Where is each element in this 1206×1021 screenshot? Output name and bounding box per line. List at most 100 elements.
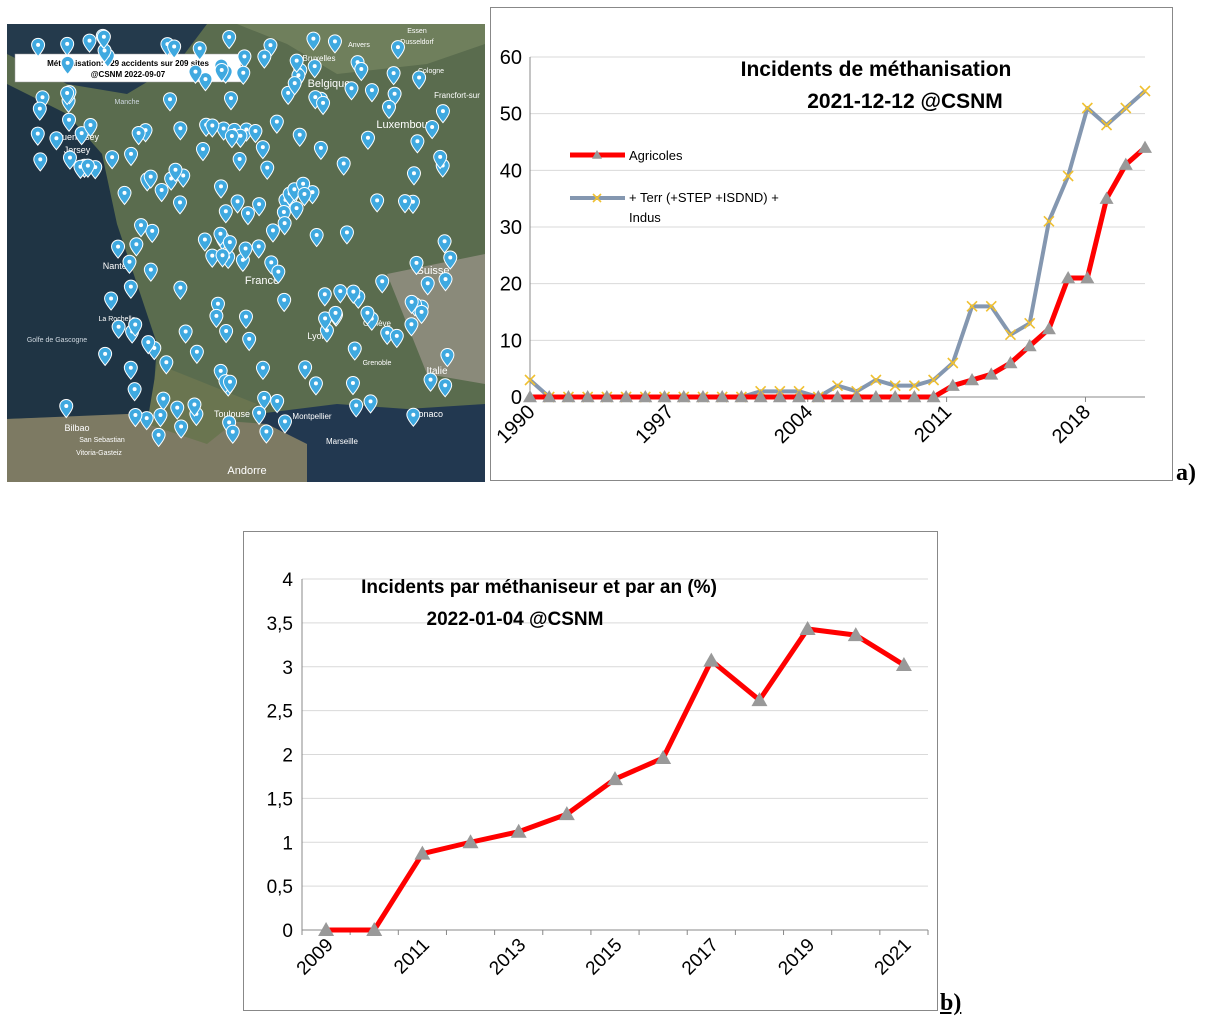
map-marker-icon [159, 355, 174, 375]
map-marker-icon [404, 294, 419, 315]
chart-b-y-tick-label: 1 [282, 833, 293, 854]
chart-a-legend-marker [592, 193, 602, 203]
chart-a-data-point [870, 374, 882, 386]
map-marker-icon [134, 218, 149, 238]
chart-a-data-point [1043, 215, 1055, 227]
map-marker-icon [172, 195, 187, 215]
chart-a-data-point [1041, 322, 1056, 335]
map-marker-icon [344, 81, 359, 101]
map-marker-icon [349, 398, 364, 418]
chart-a-data-point [1080, 271, 1095, 284]
map-marker-icon [131, 125, 146, 146]
chart-a-data-point [1062, 170, 1074, 182]
chart-a-data-point [523, 390, 537, 403]
map-place-label: Bilbao [64, 423, 89, 433]
map-place-label: Genève [363, 319, 392, 328]
map-marker-icon [129, 237, 144, 257]
map-marker-icon [141, 335, 156, 355]
map-place-label: Francfort-sur [434, 91, 480, 100]
map-marker-icon [360, 130, 375, 150]
map-marker-icon [238, 241, 253, 261]
map-marker-icon [59, 399, 74, 419]
chart-a-legend: Agricoles + Terr (+STEP +ISDND) + Indus [570, 148, 779, 225]
map-marker-icon [364, 83, 379, 103]
map-marker-icon [143, 262, 158, 282]
map-marker-icon [309, 228, 324, 248]
map-marker-icon [386, 66, 401, 86]
chart-a-data-point [792, 390, 807, 403]
map-marker-icon [83, 118, 98, 138]
chart-b-subtitle: 2022-01-04 @CSNM [427, 609, 604, 630]
chart-b-title: Incidents par méthaniseur et par an (%) [361, 577, 717, 598]
chart-a-data-point [849, 390, 864, 403]
chart-b-series [318, 621, 912, 936]
map-marker-icon [197, 232, 212, 252]
map-place-label: Golfe de Gascogne [27, 337, 87, 344]
chart-a-data-point [599, 390, 614, 403]
map-marker-icon [412, 70, 427, 90]
map-marker-icon [156, 391, 171, 411]
map-place-label: Bruxelles [303, 54, 336, 63]
map-place-label: Italie [426, 366, 448, 377]
chart-b-y-tick-labels: 0 0,5 1 1,5 2 2,5 3 3,5 4 [267, 570, 294, 942]
chart-a-legend-label: + Terr (+STEP +ISDND) + Indus [629, 190, 779, 225]
map-marker-icon [96, 29, 111, 49]
map-marker-icon [251, 239, 266, 259]
chart-b-data-point [462, 834, 479, 849]
chart-b-y-tick-label: 1,5 [267, 789, 293, 810]
chart-a-data-point [561, 390, 576, 403]
map-marker-icon [225, 424, 240, 444]
map-place-label: Monaco [411, 409, 443, 419]
map-place-label: Anvers [348, 42, 370, 49]
map-marker-icon [30, 126, 45, 146]
chart-b-data-point [895, 656, 912, 671]
map-marker-icon [289, 53, 304, 73]
chart-a-data-point [1138, 140, 1152, 153]
map-marker-icon [316, 95, 331, 116]
map-marker-icon [139, 411, 154, 431]
map-marker-icon [277, 414, 292, 434]
chart-a-legend-entry-agricoles: Agricoles [570, 148, 683, 163]
chart-a-data-point [580, 390, 595, 403]
chart-b-data-point [655, 750, 672, 765]
map-sea-mediterranean [257, 404, 485, 482]
map-banner-line2: @CSNM 2022-09-07 [91, 70, 166, 79]
map-marker-icon [257, 390, 272, 411]
chart-b-y-tick-label: 4 [282, 570, 293, 591]
map-marker-icon [162, 92, 177, 112]
chart-a-data-point [1081, 102, 1093, 114]
map-marker-icon [153, 408, 168, 428]
map-marker-icon [209, 308, 224, 329]
chart-a-data-point [734, 390, 749, 403]
chart-a-data-point [830, 390, 845, 403]
map-marker-icon [381, 99, 396, 120]
map-place-label: Jersey [64, 145, 91, 155]
map-marker-icon [252, 197, 267, 217]
chart-a-series-agricoles [523, 140, 1152, 403]
map-marker-icon [105, 150, 120, 170]
map-marker-icon [425, 120, 440, 140]
map-marker-icon [187, 397, 202, 417]
chart-a-title: Incidents de méthanisation [741, 58, 1012, 81]
map-marker-icon [49, 131, 64, 151]
map-marker-icon [265, 223, 280, 243]
map-marker-icon [390, 40, 405, 60]
map-marker-icon [192, 41, 207, 61]
chart-b-data-point [558, 806, 575, 821]
chart-b-data-point [510, 823, 527, 838]
map-marker-icon [31, 37, 46, 58]
map-marker-icon [252, 405, 267, 426]
map-marker-icon [345, 376, 360, 396]
map-marker-icon [222, 374, 237, 395]
chart-a-data-point [1118, 157, 1133, 170]
chart-a-data-point [984, 367, 999, 380]
map-marker-icon [154, 183, 169, 203]
map-marker-icon [195, 142, 210, 162]
chart-a-data-point [965, 373, 980, 386]
chart-a-data-point [695, 390, 710, 403]
chart-a-data-point [966, 300, 978, 312]
map-marker-icon [389, 328, 404, 349]
chart-a-data-point [1003, 356, 1018, 369]
map-marker-icon [168, 162, 183, 183]
